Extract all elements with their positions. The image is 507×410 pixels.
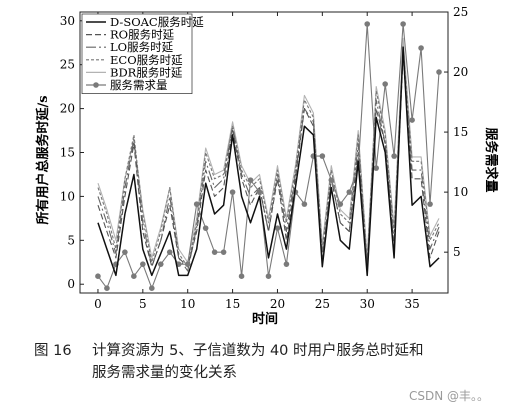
demand-point [131, 273, 137, 279]
x-tick-label: 5 [139, 297, 147, 311]
x-tick-label: 20 [270, 297, 285, 311]
demand-point [274, 225, 281, 231]
figure-caption: 图 16 计算资源为 5、子信道数为 40 时用户服务总时延和 服务需求量的变化关… [34, 340, 494, 384]
demand-point [301, 201, 308, 207]
demand-point [220, 249, 227, 255]
y-left-tick-label: 25 [60, 58, 75, 72]
y-left-tick-label: 30 [60, 14, 75, 28]
chart-svg: 0 5 10 15 20 25 30 35 0 5 10 15 20 25 30 5 10 15 20 25 D-SO… [35, 5, 499, 327]
x-tick-label: 35 [404, 297, 419, 311]
demand-point [149, 285, 155, 291]
legend-label-4: BDR服务时延 [110, 65, 183, 79]
caption-line-1: 计算资源为 5、子信道数为 40 时用户服务总时延和 [92, 343, 424, 359]
tick-labels: 0 5 10 15 20 25 30 35 0 5 10 15 20 25 30 5 10 15 20 25 [60, 5, 469, 311]
demand-point [247, 177, 254, 183]
legend-label-3: ECO服务时延 [110, 53, 183, 67]
demand-point [157, 261, 164, 267]
caption-line-2: 服务需求量的变化关系 [92, 365, 237, 381]
demand-point [184, 261, 191, 267]
legend-label-2: LO服务时延 [110, 40, 174, 54]
y-left-tick-label: 5 [67, 233, 75, 247]
demand-point [364, 21, 371, 27]
demand-point [337, 201, 344, 207]
x-tick-label: 15 [225, 297, 240, 311]
demand-point [436, 69, 442, 75]
y-right-tick-label: 10 [453, 185, 468, 199]
series-line-2 [97, 50, 440, 272]
demand-point [211, 249, 218, 255]
demand-point [346, 189, 353, 195]
demand-point [328, 177, 335, 183]
demand-point [256, 189, 263, 195]
y-right-tick-label: 15 [453, 125, 468, 139]
y-left-tick-label: 20 [60, 102, 75, 116]
x-tick-label: 30 [360, 297, 375, 311]
demand-point [193, 201, 200, 207]
figure-number: 图 16 [34, 343, 72, 359]
x-tick-label: 25 [315, 297, 330, 311]
legend-box [81, 13, 193, 94]
demand-point [427, 201, 433, 207]
demand-point [166, 249, 173, 255]
y-left-tick-label: 10 [60, 189, 75, 203]
demand-point [400, 21, 406, 27]
legend: D-SOAC服务时延RO服务时延LO服务时延ECO服务时延BDR服务时延服务需求… [81, 13, 204, 94]
demand-point [265, 273, 272, 279]
legend-label-0: D-SOAC服务时延 [110, 15, 204, 29]
x-axis-label: 时间 [252, 311, 278, 327]
demand-point [382, 81, 388, 87]
series-layer [95, 21, 442, 291]
series-line-0 [97, 46, 440, 277]
demand-point [202, 225, 209, 231]
legend-label-5: 服务需求量 [110, 78, 168, 92]
demand-point [409, 117, 415, 123]
demand-point [373, 165, 379, 171]
demand-point [229, 189, 236, 195]
y-right-tick-label: 25 [453, 5, 468, 19]
demand-point [140, 261, 146, 267]
x-tick-label: 0 [94, 297, 102, 311]
series-line-3 [97, 46, 440, 268]
demand-point [283, 261, 290, 267]
demand-point [238, 273, 245, 279]
demand-point [104, 285, 110, 291]
y-right-tick-label: 20 [453, 65, 468, 79]
legend-label-1: RO服务时延 [110, 28, 175, 42]
demand-point [95, 273, 101, 279]
y-axis-right-label: 服务需求量 [483, 127, 499, 192]
watermark: CSDN @丰。。 [408, 389, 489, 403]
series-line-1 [97, 55, 440, 268]
demand-point [391, 153, 397, 159]
demand-point [122, 249, 128, 255]
demand-point [319, 153, 326, 159]
x-tick-label: 10 [180, 297, 195, 311]
y-axis-left-label: 所有用户总服务时延/s [35, 95, 51, 224]
y-right-tick-label: 5 [453, 245, 461, 259]
y-left-tick-label: 0 [67, 277, 75, 291]
y-left-tick-label: 15 [60, 146, 75, 160]
demand-point [418, 45, 424, 51]
legend-marker [93, 82, 99, 88]
